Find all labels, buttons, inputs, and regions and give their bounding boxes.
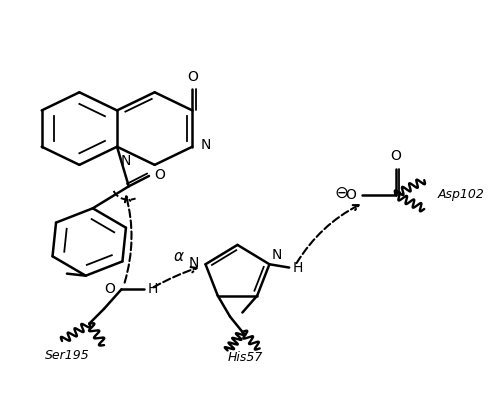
Text: O: O — [390, 149, 401, 163]
Text: O: O — [346, 188, 356, 201]
Text: ⊖: ⊖ — [335, 184, 348, 201]
Text: N: N — [188, 256, 199, 270]
Text: Asp102: Asp102 — [438, 188, 484, 201]
Text: O: O — [187, 70, 198, 84]
Text: H: H — [292, 260, 302, 275]
Text: H: H — [148, 283, 158, 296]
Text: N: N — [272, 248, 282, 262]
Text: N: N — [121, 154, 132, 168]
Text: Ser195: Ser195 — [44, 349, 90, 362]
Text: His57: His57 — [227, 351, 262, 364]
Text: O: O — [104, 283, 116, 296]
Text: N: N — [200, 138, 210, 152]
Text: O: O — [154, 168, 165, 182]
Text: α: α — [173, 249, 183, 264]
